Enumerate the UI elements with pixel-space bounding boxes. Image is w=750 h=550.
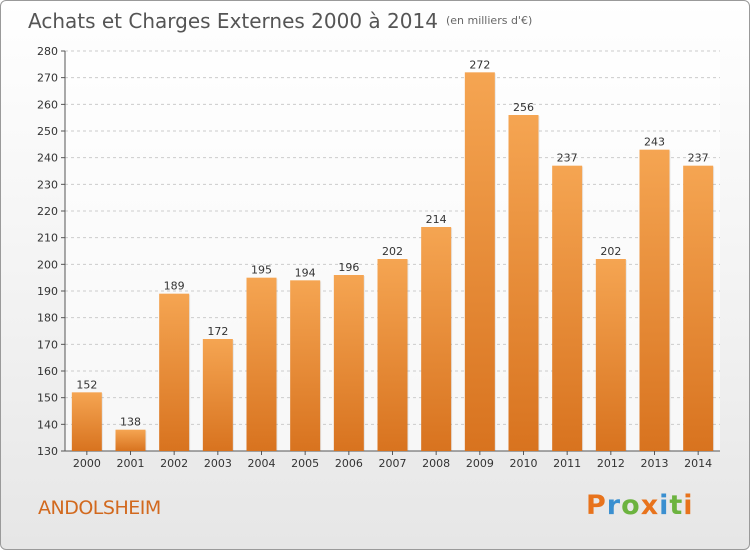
- value-label-2000: 152: [76, 378, 97, 391]
- value-label-2013: 243: [644, 136, 665, 149]
- y-tick-label: 220: [37, 205, 58, 218]
- bar-2014: [683, 165, 714, 451]
- value-label-2001: 138: [120, 416, 141, 429]
- chart-title: Achats et Charges Externes 2000 à 2014 (e…: [28, 9, 532, 33]
- y-tick-label: 210: [37, 232, 58, 245]
- bar-2005: [290, 280, 321, 451]
- x-tick-label-2001: 2001: [117, 457, 145, 470]
- value-label-2011: 237: [557, 152, 578, 165]
- x-tick-label-2014: 2014: [684, 457, 712, 470]
- bar-2006: [333, 275, 364, 451]
- value-label-2007: 202: [382, 245, 403, 258]
- x-tick-label-2005: 2005: [291, 457, 319, 470]
- bar-2008: [421, 227, 452, 451]
- value-label-2008: 214: [426, 213, 447, 226]
- y-tick-label: 200: [37, 258, 58, 271]
- value-label-2003: 172: [207, 325, 228, 338]
- y-tick-label: 180: [37, 312, 58, 325]
- value-label-2009: 272: [469, 58, 490, 71]
- x-tick-label-2011: 2011: [553, 457, 581, 470]
- logo-letter: i: [659, 490, 670, 521]
- y-tick-label: 190: [37, 285, 58, 298]
- x-tick-label-2013: 2013: [641, 457, 669, 470]
- bar-2004: [246, 277, 277, 451]
- x-tick-label-2000: 2000: [73, 457, 101, 470]
- y-tick-label: 240: [37, 152, 58, 165]
- logo-letter: x: [640, 490, 660, 521]
- bar-2000: [71, 392, 102, 451]
- logo-letter: i: [683, 490, 694, 521]
- proxiti-logo: Proxiti: [586, 490, 694, 521]
- y-tick-label: 140: [37, 418, 58, 431]
- y-tick-label: 170: [37, 338, 58, 351]
- value-label-2004: 195: [251, 264, 272, 277]
- bar-2011: [552, 165, 583, 451]
- y-tick-label: 250: [37, 125, 58, 138]
- x-tick-label-2007: 2007: [379, 457, 407, 470]
- value-label-2010: 256: [513, 101, 534, 114]
- bar-2002: [159, 293, 190, 451]
- x-tick-label-2008: 2008: [422, 457, 450, 470]
- y-tick-label: 130: [37, 445, 58, 458]
- value-label-2014: 237: [688, 152, 709, 165]
- x-tick-label-2004: 2004: [248, 457, 276, 470]
- x-tick-label-2009: 2009: [466, 457, 494, 470]
- x-tick-label-2002: 2002: [160, 457, 188, 470]
- chart-subtitle: (en milliers d'€): [445, 14, 533, 27]
- y-tick-label: 270: [37, 72, 58, 85]
- logo-letter: o: [621, 490, 641, 521]
- x-tick-label-2003: 2003: [204, 457, 232, 470]
- x-tick-label-2006: 2006: [335, 457, 363, 470]
- value-label-2005: 194: [295, 266, 316, 279]
- logo-letter: t: [669, 490, 684, 521]
- value-label-2012: 202: [600, 245, 621, 258]
- logo-letter: r: [606, 490, 622, 521]
- x-tick-label-2012: 2012: [597, 457, 625, 470]
- bar-2010: [508, 115, 539, 451]
- place-name: ANDOLSHEIM: [38, 497, 161, 519]
- chart-title-text: Achats et Charges Externes 2000 à 2014: [28, 9, 438, 33]
- logo-letter: P: [586, 490, 607, 521]
- y-tick-label: 150: [37, 392, 58, 405]
- bar-2009: [464, 72, 495, 451]
- bar-2013: [639, 149, 670, 451]
- bar-2003: [202, 339, 233, 451]
- y-tick-label: 160: [37, 365, 58, 378]
- bar-2001: [115, 429, 146, 451]
- bar-2007: [377, 259, 408, 451]
- x-tick-label-2010: 2010: [510, 457, 538, 470]
- value-label-2006: 196: [338, 261, 359, 274]
- value-label-2002: 189: [164, 280, 185, 293]
- bar-2012: [595, 259, 626, 451]
- y-tick-label: 280: [37, 45, 58, 58]
- y-tick-label: 260: [37, 98, 58, 111]
- y-tick-label: 230: [37, 178, 58, 191]
